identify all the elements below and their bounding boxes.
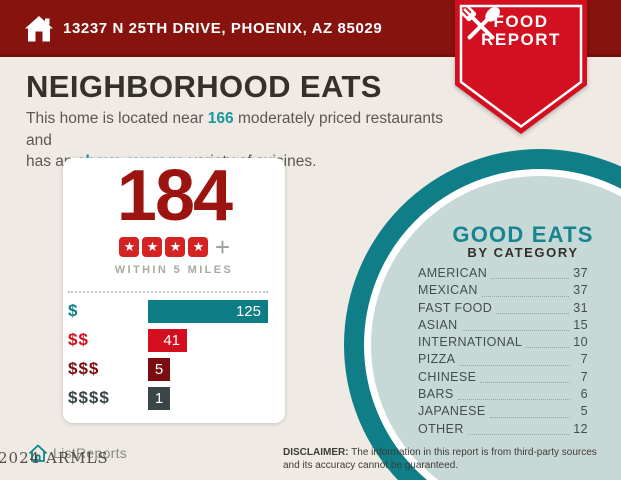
category-value: 5: [580, 404, 588, 419]
summary-part2: moderately priced restaurants and: [26, 110, 444, 149]
bar-value: 5: [154, 360, 164, 378]
dot-leader: [461, 330, 570, 332]
bar-row: $$$$ 1: [68, 386, 285, 410]
bar: 125: [148, 299, 268, 323]
category-row: OTHER 12: [418, 422, 588, 439]
category-row: MEXICAN 37: [418, 283, 588, 300]
category-row: BARS 6: [418, 387, 588, 404]
category-label: AMERICAN: [418, 266, 488, 280]
home-icon: [25, 15, 53, 41]
ribbon-title: FOOD REPORT: [455, 13, 587, 49]
category-value: 7: [580, 369, 588, 384]
listreports-house-icon: [29, 444, 47, 462]
bar: 41: [148, 328, 187, 352]
star-icon: ★: [165, 236, 186, 257]
divider: [68, 290, 268, 293]
category-label: OTHER: [418, 421, 464, 436]
category-label: BARS: [418, 387, 454, 402]
dot-leader: [491, 278, 570, 280]
category-label: MEXICAN: [418, 283, 478, 298]
category-value: 10: [573, 335, 588, 350]
dot-leader: [457, 399, 570, 401]
category-label: JAPANESE: [418, 404, 486, 419]
category-label: ASIAN: [418, 317, 458, 332]
dot-leader: [480, 382, 570, 384]
bar-row: $$ 41: [68, 328, 285, 352]
category-row: ASIAN 15: [418, 318, 588, 335]
price-tier-label: $: [68, 301, 79, 321]
stats-card: 184 ★ ★ ★ ★ + WITHIN 5 MILES $125 $$ 41 $$$ 5 $$$…: [63, 158, 285, 423]
dot-leader: [489, 416, 570, 418]
dot-leader: [496, 312, 570, 314]
bar-value: 41: [163, 331, 180, 349]
dot-leader: [459, 364, 570, 366]
summary-part1: This home is located near: [26, 110, 208, 127]
summary-part3: has an: [26, 153, 77, 171]
ribbon-line1: FOOD: [493, 12, 549, 31]
disclaimer-label: DISCLAIMER:: [283, 447, 349, 458]
category-label: INTERNATIONAL: [418, 335, 523, 350]
category-list: AMERICAN 37 MEXICAN 37 FAST FOOD 31 ASIAN 15 INT…: [418, 266, 588, 439]
category-row: PIZZA 7: [418, 352, 588, 369]
category-value: 12: [573, 421, 588, 436]
category-value: 37: [573, 266, 588, 280]
disclaimer-body: The information in this report is from t…: [283, 447, 597, 472]
category-row: INTERNATIONAL 10: [418, 335, 588, 352]
dot-leader: [526, 347, 570, 349]
category-value: 31: [573, 300, 588, 315]
food-report-ribbon: FOOD REPORT: [455, 0, 587, 136]
star-icon: ★: [142, 236, 163, 257]
bar-value: 1: [154, 389, 164, 407]
category-row: AMERICAN 37: [418, 266, 588, 283]
good-eats-subtitle: BY CATEGORY: [467, 245, 579, 260]
category-value: 15: [573, 317, 588, 332]
price-bar-chart: $125 $$ 41 $$$ 5 $$$$ 1: [63, 299, 285, 410]
radius-caption: WITHIN 5 MILES: [114, 263, 234, 276]
price-tier-label: $$$$: [68, 388, 110, 408]
listreports-logo: ListReports: [27, 442, 127, 464]
price-tier-label: $$$: [68, 359, 100, 379]
star-icon: ★: [119, 236, 140, 257]
bar: 5: [148, 357, 170, 381]
armls-watermark: 2024 ARMLS: [0, 449, 109, 467]
page-title: NEIGHBORHOOD EATS: [26, 69, 382, 104]
category-value: 7: [580, 352, 588, 367]
category-row: JAPANESE 5: [418, 404, 588, 421]
good-eats-title: GOOD EATS: [452, 222, 594, 247]
bar-value: 125: [235, 302, 261, 320]
bar-row: $$$ 5: [68, 357, 285, 381]
category-row: CHINESE 7: [418, 370, 588, 387]
ribbon-line2: REPORT: [481, 30, 561, 49]
listreports-logo-text: ListReports: [53, 445, 128, 461]
star-icon: ★: [188, 236, 209, 257]
restaurant-total-count: 184: [116, 156, 233, 236]
bar: 1: [148, 386, 170, 410]
category-label: PIZZA: [418, 352, 456, 367]
dot-leader: [481, 295, 570, 297]
restaurant-count-highlight: 166: [207, 110, 234, 127]
category-label: CHINESE: [418, 369, 477, 384]
property-address: 13237 N 25TH DRIVE, PHOENIX, AZ 85029: [63, 20, 383, 37]
category-label: FAST FOOD: [418, 300, 493, 315]
category-value: 37: [573, 283, 588, 298]
plus-sign: +: [214, 231, 231, 262]
price-tier-label: $$: [68, 330, 89, 350]
dot-leader: [467, 433, 570, 435]
star-row: ★ ★ ★ ★ +: [63, 231, 285, 262]
disclaimer-text: DISCLAIMER: The information in this repo…: [283, 446, 613, 472]
category-row: FAST FOOD 31: [418, 301, 588, 318]
crossed-spoon-fork-icon: [460, 5, 500, 40]
category-value: 6: [580, 387, 588, 402]
bar-row: $125: [68, 299, 285, 323]
